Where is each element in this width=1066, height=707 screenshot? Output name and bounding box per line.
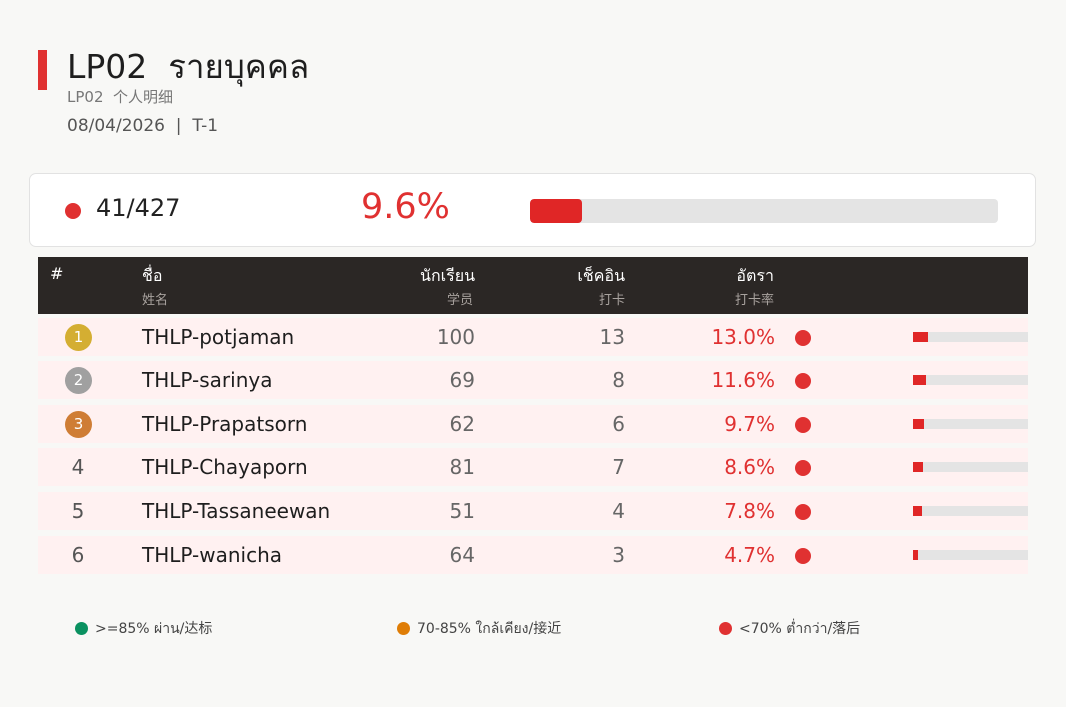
rank-medal-badge: 1 [65, 324, 92, 351]
page-title: LP02 รายบุคคล [67, 47, 310, 86]
row-progress-bar [913, 332, 1028, 342]
row-rate: 8.6% [724, 455, 775, 479]
legend-label: 70-85% ใกล้เคียง/接近 [417, 621, 562, 637]
row-rate: 9.7% [724, 412, 775, 436]
row-progress-fill [913, 419, 925, 429]
table-header: # ชื่อ 姓名 นักเรียน 学员 เช็คอิน 打卡 อัตรา 打… [38, 257, 1028, 314]
column-rank-label: # [50, 264, 64, 283]
row-students: 69 [449, 368, 475, 392]
column-rate-label: อัตรา [736, 266, 774, 285]
rank-medal-badge: 2 [65, 367, 92, 394]
table-row: 3 THLP-Prapatsorn 62 6 9.7% [38, 405, 1028, 443]
page-subtitle: LP02 个人明细 [67, 88, 174, 106]
row-progress-fill [913, 332, 928, 342]
row-progress-bar [913, 419, 1028, 429]
row-name: THLP-Tassaneewan [142, 499, 331, 523]
row-checkins: 13 [599, 325, 625, 349]
table-row: 1 THLP-potjaman 100 13 13.0% [38, 318, 1028, 356]
row-progress-fill [913, 550, 919, 560]
row-name: THLP-wanicha [142, 543, 283, 567]
row-students: 100 [436, 325, 475, 349]
column-students-sublabel: 学员 [446, 293, 473, 308]
row-rate: 13.0% [711, 325, 775, 349]
summary-card: 41/427 9.6% [29, 173, 1036, 247]
row-checkins: 7 [612, 455, 625, 479]
row-checkins: 4 [612, 499, 625, 523]
row-students: 51 [449, 499, 475, 523]
table-row: 5 THLP-Tassaneewan 51 4 7.8% [38, 492, 1028, 530]
rank-medal-badge: 3 [65, 411, 92, 438]
legend-label: <70% ต่ำกว่า/落后 [739, 621, 861, 637]
legend-dot [75, 622, 88, 635]
column-students-label: นักเรียน [420, 266, 475, 285]
column-name-label: ชื่อ [142, 266, 163, 285]
legend-dot [397, 622, 410, 635]
summary-progress-fill [530, 199, 582, 223]
row-name: THLP-Prapatsorn [142, 412, 308, 436]
row-checkins: 8 [612, 368, 625, 392]
title-accent-bar [38, 50, 47, 90]
row-status-dot [795, 504, 811, 520]
row-status-dot [795, 548, 811, 564]
row-checkins: 6 [612, 412, 625, 436]
legend-label: >=85% ผ่าน/达标 [95, 621, 213, 637]
legend-dot [719, 622, 732, 635]
rank-number: 5 [71, 499, 85, 523]
row-progress-bar [913, 550, 1028, 560]
summary-status-dot [65, 203, 81, 219]
column-name-sublabel: 姓名 [142, 293, 169, 308]
legend-item: 70-85% ใกล้เคียง/接近 [397, 618, 561, 640]
row-name: THLP-potjaman [142, 325, 295, 349]
row-rate: 7.8% [724, 499, 775, 523]
summary-count: 41/427 [96, 194, 181, 222]
table-row: 2 THLP-sarinya 69 8 11.6% [38, 361, 1028, 399]
row-status-dot [795, 330, 811, 346]
column-checkins-sublabel: 打卡 [598, 293, 625, 308]
row-progress-bar [913, 375, 1028, 385]
row-students: 64 [449, 543, 475, 567]
row-progress-fill [913, 462, 923, 472]
row-students: 62 [449, 412, 475, 436]
legend-item: <70% ต่ำกว่า/落后 [719, 618, 860, 640]
column-checkins-label: เช็คอิน [577, 266, 625, 285]
row-status-dot [795, 460, 811, 476]
row-name: THLP-sarinya [142, 368, 273, 392]
row-students: 81 [449, 455, 475, 479]
row-status-dot [795, 373, 811, 389]
row-progress-bar [913, 462, 1028, 472]
row-progress-bar [913, 506, 1028, 516]
row-checkins: 3 [612, 543, 625, 567]
table-row: 6 THLP-wanicha 64 3 4.7% [38, 536, 1028, 574]
summary-progress-bar [530, 199, 998, 223]
row-rate: 11.6% [711, 368, 775, 392]
row-name: THLP-Chayaporn [142, 455, 308, 479]
row-progress-fill [913, 506, 922, 516]
row-rate: 4.7% [724, 543, 775, 567]
rank-number: 4 [71, 455, 85, 479]
legend-item: >=85% ผ่าน/达标 [75, 618, 212, 640]
row-progress-fill [913, 375, 927, 385]
date-line: 08/04/2026 | T-1 [67, 116, 219, 136]
table-row: 4 THLP-Chayaporn 81 7 8.6% [38, 448, 1028, 486]
column-rate-sublabel: 打卡率 [734, 293, 774, 308]
row-status-dot [795, 417, 811, 433]
summary-rate: 9.6% [361, 187, 450, 227]
rank-number: 6 [71, 543, 85, 567]
